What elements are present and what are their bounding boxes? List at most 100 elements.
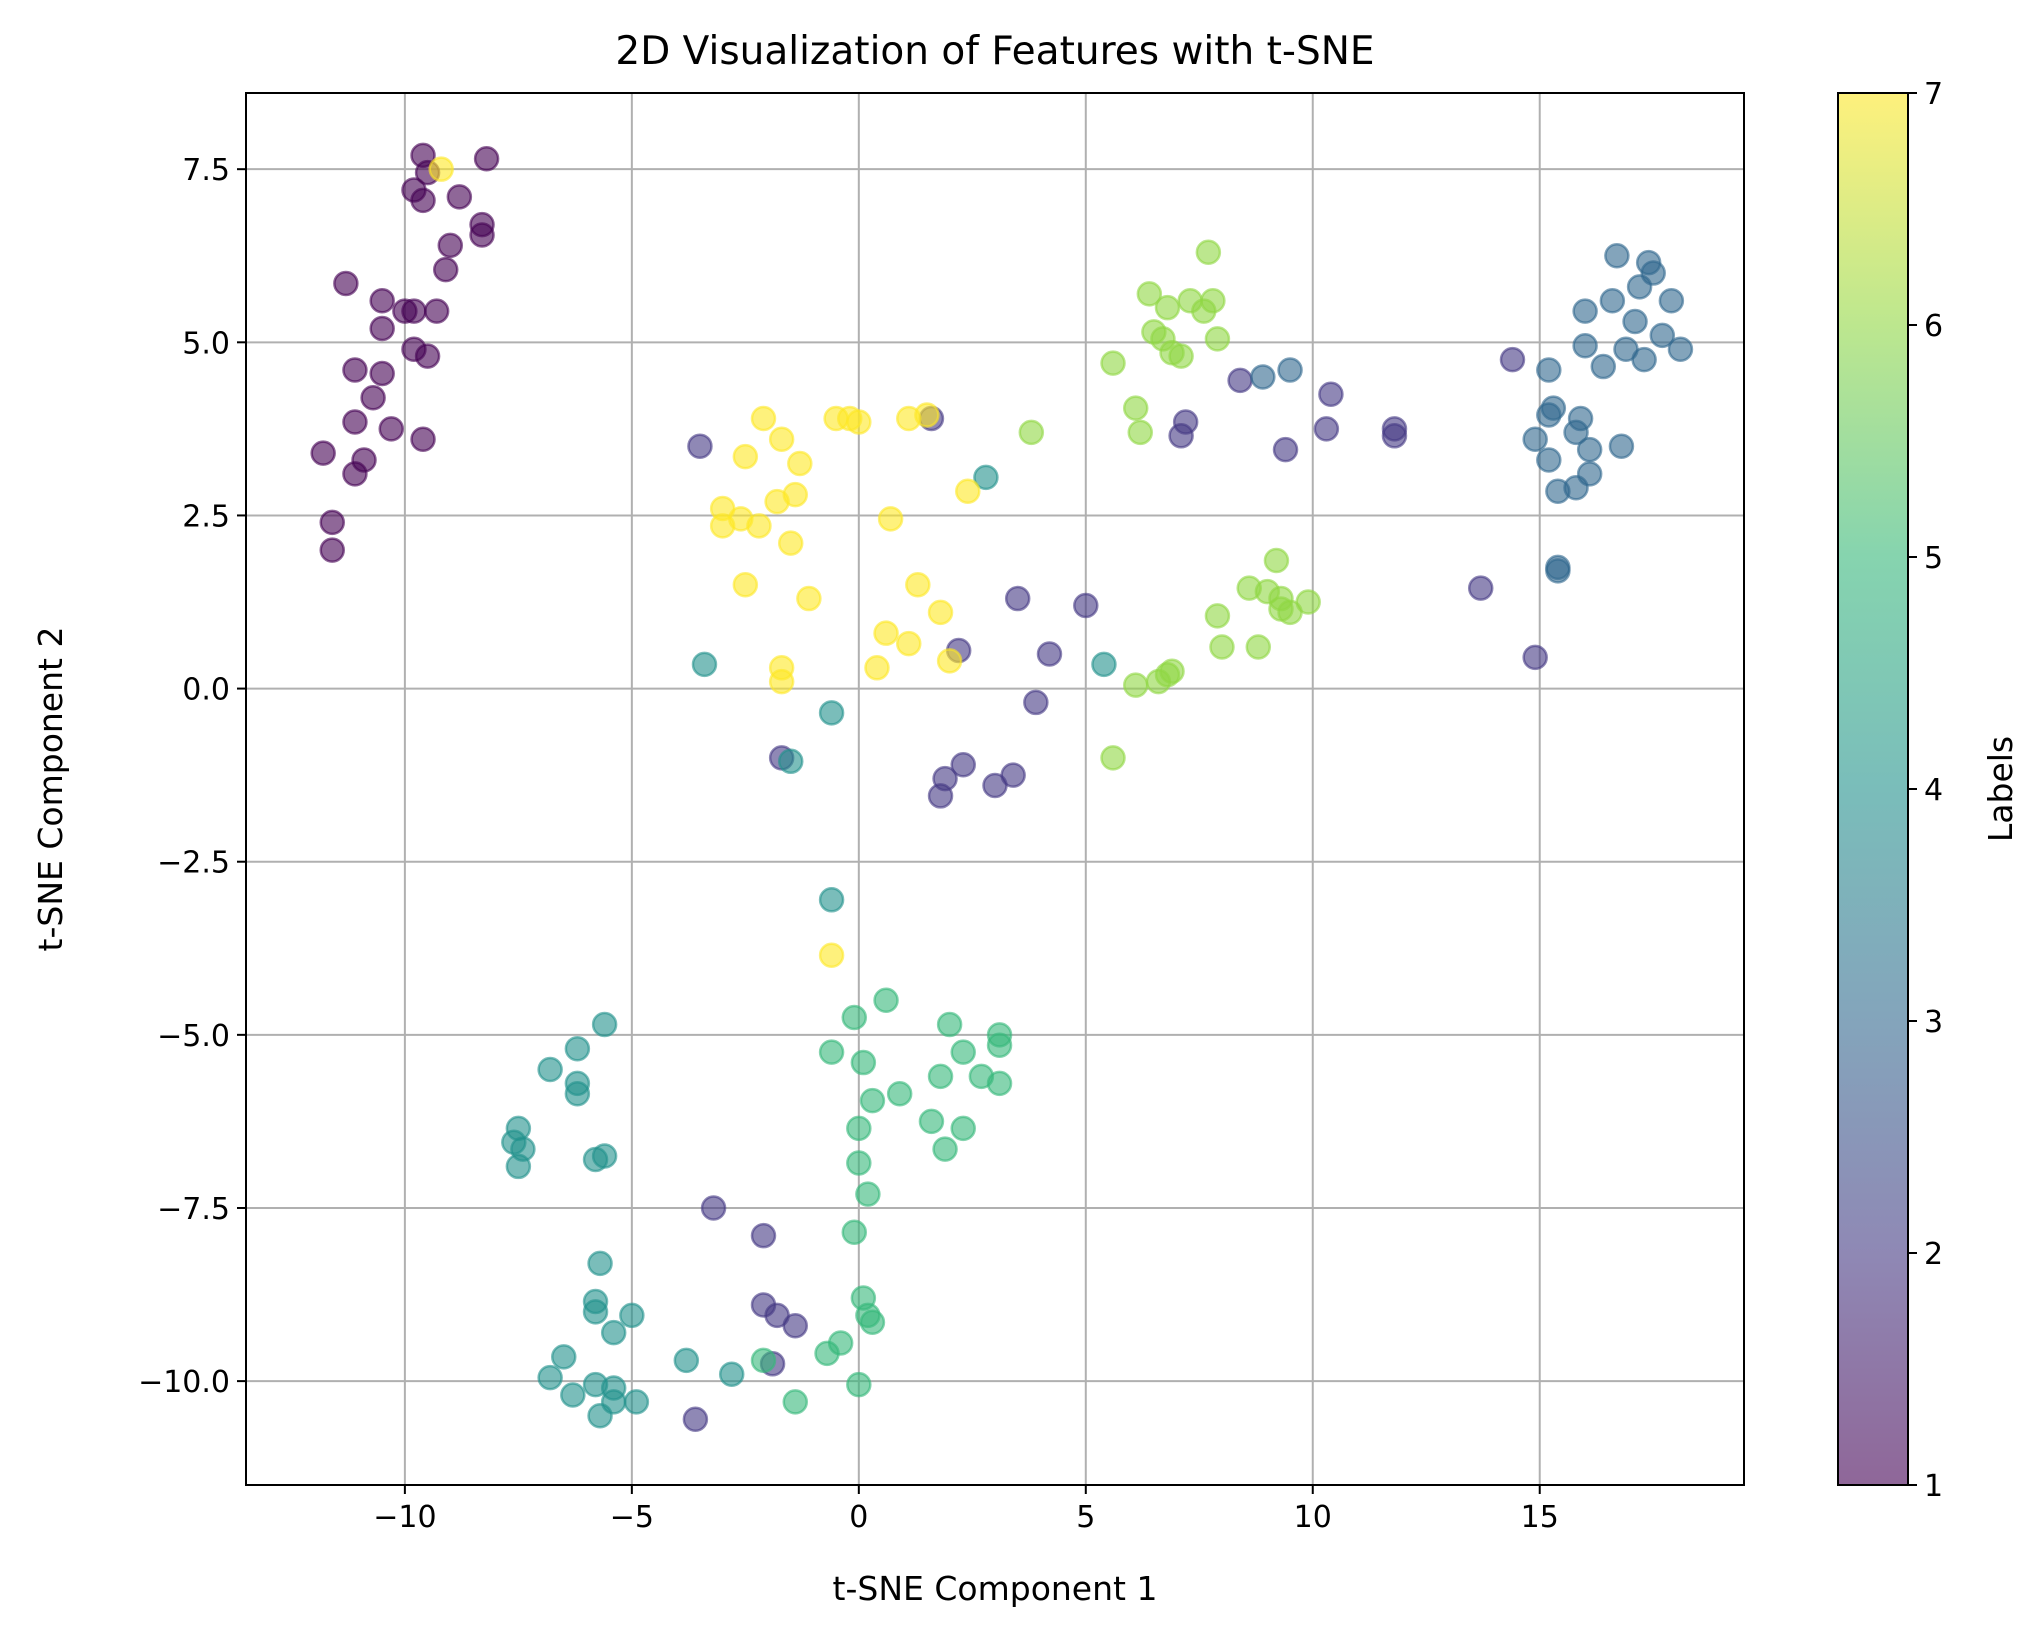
scatter-point	[818, 700, 845, 726]
scatter-point	[787, 450, 813, 477]
scatter-point	[1036, 641, 1063, 667]
scatter-point	[1658, 288, 1685, 314]
scatter-point	[750, 1222, 777, 1249]
scatter-point	[1631, 346, 1657, 373]
scatter-point	[446, 184, 473, 210]
scatter-point	[687, 433, 713, 459]
scatter-points	[310, 142, 1694, 1432]
y-axis-title: t-SNE Component 2	[31, 627, 70, 952]
colorbar-tick-label: 2	[1924, 1237, 1943, 1272]
scatter-point	[591, 1011, 618, 1038]
scatter-point	[886, 1080, 913, 1107]
scatter-point	[1136, 281, 1163, 307]
scatter-point	[333, 270, 359, 297]
scatter-point	[873, 620, 899, 646]
scatter-point	[1195, 239, 1222, 266]
scatter-point	[1545, 478, 1571, 504]
scatter-point	[818, 1039, 845, 1065]
scatter-point	[1127, 419, 1154, 446]
scatter-point	[1318, 381, 1344, 408]
x-axis-ticks: −10 −5 0 5 10 15	[373, 1485, 1559, 1535]
scatter-point	[369, 315, 395, 342]
scatter-point	[855, 1181, 881, 1207]
y-tick-label: 5.0	[182, 326, 230, 361]
scatter-point	[818, 887, 845, 913]
scatter-point	[1018, 419, 1045, 446]
scatter-point	[673, 1347, 700, 1374]
scatter-point	[850, 1049, 877, 1076]
scatter-point	[796, 585, 822, 612]
scatter-point	[600, 1319, 627, 1346]
scatter-point	[505, 1153, 532, 1180]
scatter-point	[1100, 745, 1126, 771]
scatter-point	[369, 288, 395, 314]
scatter-point	[718, 1361, 745, 1387]
scatter-point	[1536, 357, 1562, 383]
scatter-point	[1572, 333, 1598, 359]
scatter-point	[877, 506, 904, 532]
scatter-point	[1599, 288, 1626, 314]
scatter-point	[782, 1389, 809, 1415]
scatter-point	[1091, 651, 1117, 678]
scatter-point	[360, 384, 386, 411]
x-tick-label: −5	[610, 1500, 654, 1535]
scatter-point	[1572, 298, 1598, 324]
scatter-point	[700, 1195, 727, 1221]
scatter-point	[1313, 416, 1340, 442]
chart-title: 2D Visualization of Features with t-SNE	[615, 29, 1374, 74]
scatter-point	[469, 222, 495, 248]
scatter-point	[682, 1406, 709, 1432]
scatter-point	[927, 599, 954, 626]
scatter-point	[587, 1402, 613, 1429]
scatter-point	[1122, 672, 1149, 698]
scatter-point	[1563, 419, 1589, 446]
scatter-point	[342, 461, 368, 487]
scatter-point	[750, 405, 777, 432]
scatter-point	[918, 1108, 945, 1135]
scatter-point	[732, 443, 759, 470]
scatter-point	[423, 298, 450, 324]
scatter-point	[401, 298, 427, 324]
scatter-point	[428, 156, 454, 182]
grid-lines	[246, 93, 1744, 1485]
scatter-point	[1576, 436, 1603, 463]
y-tick-label: −7.5	[157, 1192, 230, 1227]
scatter-point	[342, 357, 368, 383]
y-tick-label: 0.0	[182, 673, 230, 708]
scatter-point	[1649, 322, 1676, 349]
scatter-point	[1100, 350, 1126, 376]
y-tick-label: 7.5	[182, 153, 230, 188]
scatter-point	[1536, 402, 1562, 428]
colorbar-tick-label: 5	[1924, 541, 1943, 576]
scatter-point	[587, 1250, 613, 1277]
scatter-point	[369, 360, 395, 387]
scatter-point	[1272, 436, 1299, 463]
scatter-point	[873, 987, 899, 1013]
y-tick-label: −2.5	[157, 846, 230, 881]
scatter-point	[1467, 575, 1494, 601]
scatter-point	[1499, 346, 1526, 373]
scatter-point	[1545, 558, 1571, 584]
colorbar	[1837, 92, 1909, 1486]
scatter-point	[1263, 547, 1290, 574]
scatter-point	[841, 1219, 868, 1245]
scatter-point	[1154, 294, 1181, 321]
scatter-point	[410, 426, 436, 453]
scatter-point	[319, 537, 345, 563]
x-tick-label: 0	[849, 1500, 868, 1535]
scatter-point	[973, 464, 999, 491]
scatter-point	[859, 1087, 886, 1114]
scatter-point	[936, 648, 963, 674]
x-tick-label: 10	[1294, 1500, 1332, 1535]
scatter-point	[1381, 423, 1408, 449]
scatter-point	[927, 1063, 954, 1090]
scatter-point	[846, 1371, 872, 1398]
scatter-point	[1023, 689, 1049, 716]
scatter-point	[950, 1039, 976, 1065]
x-axis-title: t-SNE Component 1	[833, 1569, 1158, 1608]
colorbar-tick-label: 4	[1924, 773, 1943, 808]
scatter-point	[410, 187, 436, 214]
x-tick-label: −10	[373, 1500, 436, 1535]
